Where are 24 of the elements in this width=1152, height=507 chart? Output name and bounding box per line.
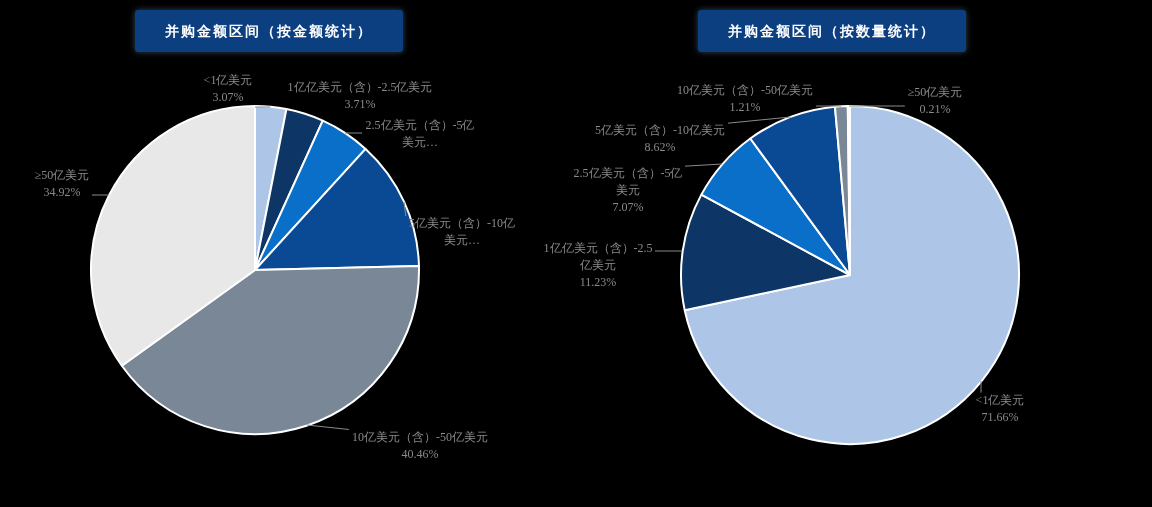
slice-label: <1亿美元 [975, 393, 1025, 408]
chart-title: 并购金额区间（按金额统计） [135, 10, 403, 52]
slice-label: 2.5亿美元（含）-5亿美元… [365, 118, 475, 150]
chart-title: 并购金额区间（按数量统计） [698, 10, 966, 52]
slice-label: <1亿美元 [203, 73, 253, 88]
slice-label: 5亿美元（含）-10亿美元… [409, 216, 515, 248]
slice-label: 10亿美元（含）-50亿美元 [352, 430, 488, 445]
slice-label: 2.5亿美元（含）-5亿美元 [573, 166, 683, 198]
data-label: 0.21% [919, 102, 951, 117]
slice-label: 1亿亿美元（含）-2.5亿美元 [543, 241, 653, 273]
slice-label: 5亿美元（含）-10亿美元 [595, 123, 725, 138]
slice-label: ≥50亿美元 [907, 85, 963, 100]
data-label: 11.23% [579, 275, 617, 290]
data-label: 3.07% [212, 90, 244, 105]
data-label: 8.62% [644, 140, 676, 155]
data-label: 34.92% [43, 185, 81, 200]
data-label: 7.07% [612, 200, 644, 215]
data-label: 71.66% [981, 410, 1019, 425]
slice-label: 10亿美元（含）-50亿美元 [677, 83, 813, 98]
slice-label: ≥50亿美元 [34, 168, 90, 183]
data-label: 40.46% [401, 447, 439, 462]
data-label: 1.21% [729, 100, 761, 115]
data-label: 3.71% [344, 97, 376, 112]
slice-label: 1亿亿美元（含）-2.5亿美元 [287, 80, 433, 95]
